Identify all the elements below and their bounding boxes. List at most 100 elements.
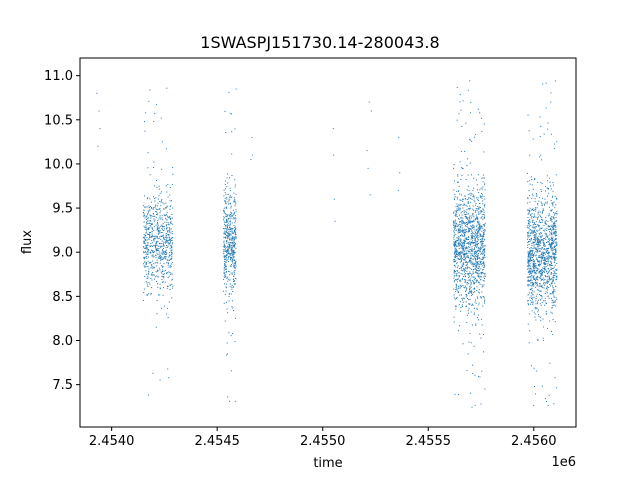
data-point <box>150 243 152 245</box>
data-point <box>454 271 456 273</box>
data-point <box>460 203 462 205</box>
data-point <box>235 218 237 220</box>
data-point <box>466 238 468 240</box>
data-point <box>456 255 458 257</box>
data-point <box>554 257 556 259</box>
data-point <box>166 241 168 243</box>
data-point <box>477 317 479 319</box>
data-point <box>147 213 149 215</box>
data-point <box>228 332 230 334</box>
data-point <box>475 279 477 281</box>
data-point <box>227 242 229 244</box>
data-point <box>537 247 539 249</box>
data-point <box>482 208 484 210</box>
data-point <box>547 327 549 329</box>
data-point <box>147 275 149 277</box>
data-point <box>467 174 469 176</box>
data-point <box>533 262 535 264</box>
data-point <box>150 225 152 227</box>
data-point <box>543 271 545 273</box>
data-point <box>538 242 539 244</box>
data-point <box>454 249 456 251</box>
data-point <box>477 199 479 201</box>
data-point <box>533 404 535 406</box>
data-point <box>333 154 335 156</box>
data-point <box>542 257 544 259</box>
data-point <box>537 203 539 205</box>
data-point <box>471 324 473 326</box>
data-point <box>554 245 556 247</box>
data-point <box>545 282 547 284</box>
data-point <box>527 280 529 282</box>
data-point <box>458 230 460 232</box>
data-point <box>537 311 539 313</box>
data-point <box>484 251 486 253</box>
data-point <box>227 237 229 239</box>
data-point <box>531 237 533 239</box>
data-point <box>530 288 532 290</box>
data-point <box>171 239 173 241</box>
data-point <box>169 247 171 249</box>
data-point <box>537 218 538 220</box>
data-point <box>483 196 485 198</box>
data-point <box>473 221 475 223</box>
data-point <box>478 257 480 259</box>
data-point <box>541 302 543 304</box>
data-point <box>479 225 481 227</box>
data-point <box>553 249 555 251</box>
data-point <box>527 254 529 256</box>
data-point <box>554 207 556 209</box>
data-point <box>226 254 228 256</box>
data-point <box>232 258 234 260</box>
data-point <box>535 266 537 268</box>
data-point <box>463 274 465 276</box>
data-point <box>459 253 461 255</box>
data-point <box>550 260 552 262</box>
data-point <box>539 299 541 301</box>
data-point <box>460 240 462 242</box>
data-point <box>553 257 555 259</box>
data-point <box>530 276 532 278</box>
data-point <box>530 279 532 281</box>
data-point <box>546 235 548 237</box>
data-point <box>553 274 555 276</box>
data-point <box>484 266 486 268</box>
data-point <box>538 220 540 222</box>
data-point <box>542 337 544 339</box>
data-point <box>163 263 165 265</box>
data-point <box>159 242 161 244</box>
data-point <box>539 240 541 242</box>
data-point <box>551 247 553 249</box>
data-point <box>227 251 229 253</box>
data-point <box>226 198 228 200</box>
data-point <box>535 307 537 309</box>
data-point <box>540 235 542 237</box>
data-point <box>224 260 226 262</box>
data-point <box>476 269 478 271</box>
data-point <box>484 222 486 224</box>
data-point <box>535 249 537 251</box>
data-point <box>544 220 546 222</box>
data-point <box>538 235 540 237</box>
data-point <box>478 223 480 225</box>
data-point <box>480 242 482 244</box>
data-point <box>481 193 483 195</box>
y-axis: 7.58.08.59.09.510.010.511.0 <box>44 69 80 393</box>
data-point <box>153 245 155 247</box>
data-point <box>144 236 146 238</box>
data-point <box>465 178 467 180</box>
data-point <box>553 261 555 263</box>
data-point <box>147 273 149 275</box>
data-point <box>164 281 166 283</box>
data-point <box>226 250 228 252</box>
data-point <box>171 217 173 219</box>
data-point <box>470 241 472 243</box>
data-point <box>531 260 533 262</box>
data-point <box>167 240 169 242</box>
data-point <box>235 238 237 240</box>
data-point <box>234 237 236 239</box>
data-point <box>462 220 464 222</box>
data-point <box>227 396 229 398</box>
data-point <box>474 267 476 269</box>
data-point <box>461 285 463 287</box>
